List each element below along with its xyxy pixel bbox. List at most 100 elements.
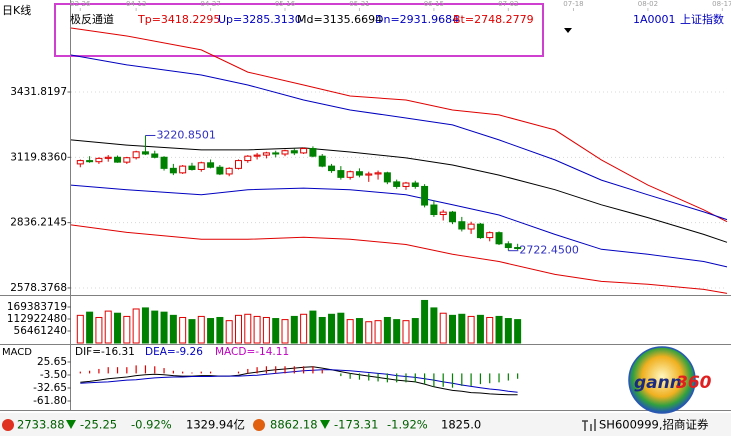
sz-percent: -1.92% [387,418,428,432]
band-line [70,139,728,243]
candle-body [151,153,159,158]
candle-body [281,150,289,155]
sz-turnover: 1825.0 [441,418,481,432]
volume-bar [430,307,438,344]
candle-body [346,171,354,178]
candle-body [504,243,512,249]
y-tick-label: 25.65 [37,356,67,368]
macd-line [80,369,518,393]
sh-percent: -0.92% [131,418,172,432]
volume-bar [132,308,140,344]
y-tick-label: -32.65 [33,382,67,394]
candle-body [234,160,242,169]
candle-body [86,160,94,163]
sh-change: -25.25 [80,418,117,432]
sh-icon[interactable] [2,419,14,431]
candle-body [430,204,438,216]
legend-entry: DEA=-9.26 [145,346,203,358]
volume-bar [234,314,242,344]
candle-body [393,181,401,187]
candle-body [216,166,224,175]
volume-bar [393,319,401,344]
volume-bar [346,319,354,344]
y-tick-label: 2578.3768 [10,282,67,294]
y-tick-label: 3431.8197 [10,86,67,98]
down-arrow [320,420,330,429]
annotation: 2722.4500 [519,244,579,257]
y-tick-label: 56461240 [14,325,67,337]
candle-body [476,223,484,239]
volume-bar [300,313,308,344]
volume-bar [151,310,159,344]
candle-body [355,171,363,176]
volume-bar [179,316,187,344]
volume-bar [216,316,224,344]
chart-title: 日K线 [2,3,31,17]
volume-bar [244,313,252,344]
indicator-name: 极反通道 [70,12,114,26]
sz-icon[interactable] [253,419,265,431]
symbol-code: 1A0001 [633,13,676,26]
x-tick-label: 04-27 [200,0,220,8]
volume-bar [328,313,336,344]
status-bar: 2733.88 -25.25 -0.92% 1329.94亿 8862.18 -… [0,413,731,436]
volume-bar [458,313,466,344]
volume-bar [439,312,447,344]
volume-bar [114,312,122,344]
volume-bar [272,318,280,344]
candle-body [458,221,466,230]
candle-body [439,211,447,216]
candle-body [300,148,308,154]
candle-body [309,148,317,157]
logo-number: 360 [676,373,712,393]
volume-bar [411,318,419,344]
volume-bar [76,314,84,344]
y-tick-label: -61.80 [33,395,67,407]
volume-bar [495,315,503,344]
y-tick-label: -3.50 [40,369,67,381]
volume-bar [123,315,131,344]
volume-bar [262,316,270,344]
logo-globe [628,346,696,414]
candle-body [225,167,233,175]
volume-bar [86,311,94,344]
symbol-name: 上证指数 [680,12,724,26]
y-tick-label: 112922480 [7,313,67,325]
candle-body [197,162,205,170]
signal-icon [582,419,596,431]
candle-body [486,232,494,239]
legend-entry: Md=3135.6694 [297,13,382,26]
legend-entry: Tp=3418.2295 [137,13,220,26]
y-tick-label: 2836.2145 [10,217,67,229]
candle-body [123,157,131,163]
legend-entry: Dn=2931.9684 [375,13,459,26]
candle-body [421,185,429,206]
dropdown-arrow[interactable] [564,28,572,33]
volume-bar [467,315,475,344]
logo[interactable]: gann 360 [628,346,712,414]
x-tick-label: 07-18 [563,0,583,8]
volume-bar [383,316,391,344]
volume-bar [374,320,382,344]
broker: SH600999,招商证券 [599,418,709,432]
chart-title: MACD [2,347,32,358]
candle-body [76,160,84,165]
volume-bar [476,314,484,344]
volume-bar [225,320,233,344]
volume-bar [402,320,410,344]
sh-turnover: 1329.94亿 [186,418,245,432]
volume-bar [253,315,261,344]
candle-body [290,150,298,154]
candle-body [411,182,419,187]
candle-body [374,172,382,175]
candle-body [141,151,149,155]
candle-body [365,173,373,176]
candle-body [449,211,457,223]
band-line [70,54,728,221]
legend-entry: Up=3285.3130 [218,13,302,26]
logo-word: gann [634,373,682,393]
band-line [70,224,728,294]
legend-entry: DIF=-16.31 [75,346,135,358]
candle-body [514,247,522,250]
